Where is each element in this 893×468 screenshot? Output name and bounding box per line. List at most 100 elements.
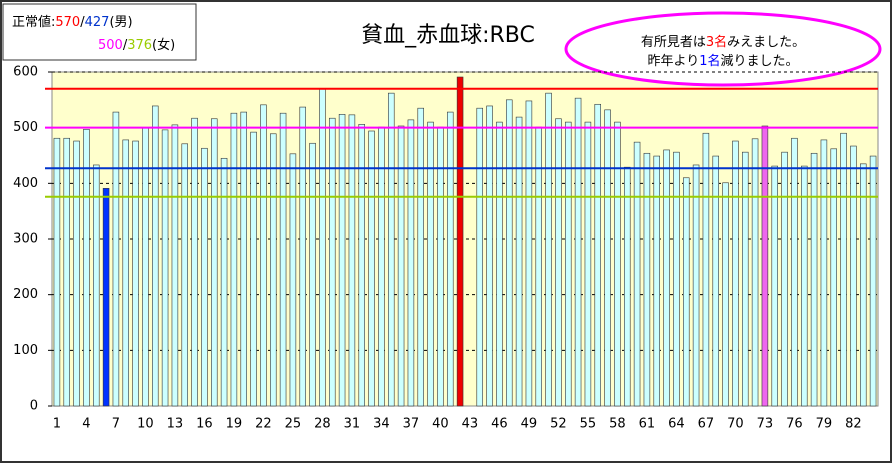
- bar: [869, 155, 877, 407]
- bar: [319, 88, 326, 407]
- bar: [171, 124, 179, 407]
- bar: [781, 151, 788, 407]
- bar: [328, 117, 336, 407]
- bar: [142, 127, 149, 407]
- x-tick-label: 4: [82, 417, 90, 432]
- bar: [289, 153, 297, 407]
- bar: [633, 141, 641, 407]
- y-tick-label: 400: [13, 176, 38, 191]
- y-tick-label: 300: [13, 232, 38, 247]
- bar: [73, 140, 80, 407]
- bar: [643, 152, 651, 407]
- callout-highlight: 3名: [706, 34, 727, 50]
- bar: [191, 117, 198, 407]
- legend-text: 正常値:570/427(男): [12, 14, 133, 30]
- callout-highlight: 1名: [699, 53, 720, 69]
- x-tick-label: 52: [550, 417, 567, 432]
- x-tick-label: 10: [137, 417, 154, 432]
- bar: [476, 107, 483, 407]
- callout-text: 昨年より1名減りました。: [647, 53, 798, 69]
- bar: [555, 118, 562, 407]
- x-tick-label: 16: [196, 417, 213, 432]
- y-tick-label: 600: [13, 65, 38, 80]
- x-tick-label: 79: [816, 417, 833, 432]
- bar: [211, 118, 218, 407]
- bar: [456, 76, 464, 407]
- bar: [93, 164, 100, 407]
- bar: [594, 103, 601, 407]
- bar: [397, 125, 405, 407]
- callout-text: 有所見者は3名みえました。: [641, 34, 805, 50]
- bar: [761, 125, 769, 407]
- bar: [574, 97, 582, 407]
- bar: [53, 137, 61, 407]
- bar: [673, 151, 680, 407]
- x-tick-label: 55: [580, 417, 597, 432]
- x-tick-label: 19: [226, 417, 243, 432]
- bar: [338, 114, 346, 407]
- bar: [112, 111, 120, 407]
- bar: [496, 121, 503, 407]
- bar: [810, 152, 818, 407]
- x-tick-label: 82: [845, 417, 862, 432]
- callout-part: 昨年より: [647, 54, 699, 69]
- bar: [220, 157, 228, 407]
- bar: [859, 163, 867, 407]
- legend-value: 376: [127, 38, 152, 53]
- x-tick-label: 31: [344, 417, 361, 432]
- bar: [751, 138, 759, 407]
- bar: [407, 119, 415, 407]
- bar: [741, 151, 749, 407]
- bar: [299, 106, 306, 407]
- bar: [348, 114, 356, 407]
- legend-sep: /: [80, 15, 85, 30]
- legend-suffix: (男): [109, 15, 132, 30]
- bar: [712, 155, 719, 407]
- bar: [368, 130, 375, 407]
- legend-value: 500: [98, 38, 123, 53]
- bar: [840, 132, 847, 407]
- bar: [692, 164, 700, 407]
- callout-part: 有所見者は: [641, 35, 706, 50]
- bar: [653, 155, 660, 407]
- bar: [132, 140, 139, 407]
- callout-part: みえました。: [727, 35, 805, 50]
- bar: [515, 116, 523, 407]
- bar: [181, 143, 189, 407]
- bar: [584, 121, 592, 407]
- x-tick-label: 34: [373, 417, 390, 432]
- callout-part: 減りました。: [721, 53, 799, 69]
- bar: [771, 165, 778, 407]
- bar: [722, 182, 729, 407]
- y-tick-label: 500: [13, 120, 38, 135]
- callout-ellipse: [564, 11, 882, 87]
- x-tick-label: 37: [403, 417, 420, 432]
- bar: [505, 99, 513, 407]
- bar: [791, 137, 798, 407]
- bar: [850, 145, 857, 407]
- bar: [830, 148, 837, 407]
- y-tick-label: 200: [13, 287, 38, 302]
- x-tick-label: 7: [112, 417, 120, 432]
- bar: [604, 109, 611, 407]
- bar: [663, 149, 670, 407]
- bar: [152, 105, 159, 407]
- x-tick-label: 25: [285, 417, 302, 432]
- bar: [269, 133, 277, 407]
- bar: [122, 139, 130, 407]
- bar: [250, 131, 257, 407]
- x-tick-label: 43: [462, 417, 479, 432]
- bar: [682, 177, 690, 407]
- x-tick-label: 1: [53, 417, 61, 432]
- bar: [201, 147, 208, 407]
- legend-box: [2, 3, 197, 61]
- x-tick-label: 40: [432, 417, 449, 432]
- x-tick-label: 58: [609, 417, 626, 432]
- bar: [417, 107, 424, 407]
- bar: [102, 188, 110, 407]
- bar: [525, 100, 533, 407]
- bar: [427, 121, 434, 407]
- legend-value: 427: [85, 15, 110, 30]
- bar: [623, 166, 631, 407]
- bar: [702, 132, 710, 407]
